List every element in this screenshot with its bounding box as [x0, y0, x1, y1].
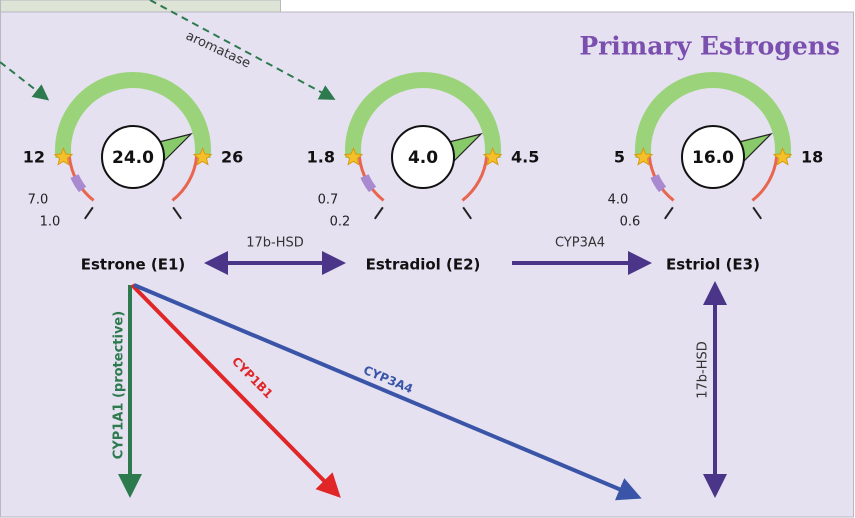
end-tick — [462, 206, 472, 220]
end-tick — [752, 206, 762, 220]
green-arc — [635, 72, 791, 159]
cyp3a4-arrow — [133, 283, 642, 501]
aromatase-arrow — [149, 0, 336, 100]
end-tick — [664, 206, 674, 220]
purple-segment — [650, 174, 667, 193]
e3-hsd-label: 17b-HSD — [696, 341, 711, 399]
high-label: 26 — [221, 148, 243, 167]
low-label: 12 — [23, 148, 45, 167]
value-circle — [101, 125, 165, 189]
low-label: 1.8 — [307, 148, 335, 167]
hormone-name: Estriol (E3) — [666, 256, 760, 274]
min-low-label: 1.0 — [40, 215, 61, 230]
e1-e2-label: 17b-HSD — [246, 236, 304, 251]
green-arc — [55, 72, 211, 159]
red-arc — [461, 156, 489, 202]
hormone-name: Estrone (E1) — [81, 256, 186, 274]
purple-segment — [70, 174, 87, 193]
end-tick — [374, 206, 384, 220]
value-circle — [391, 125, 455, 189]
star — [772, 147, 793, 166]
gauge-value: 4.0 — [408, 148, 438, 168]
star — [53, 147, 74, 166]
star — [192, 147, 213, 166]
end-tick — [172, 206, 182, 220]
gauge-value: 16.0 — [692, 148, 734, 168]
hormone-name: Estradiol (E2) — [366, 256, 481, 274]
purple-segment — [360, 174, 377, 193]
min-low-label: 0.6 — [620, 215, 641, 230]
aromatase-arrow — [0, 61, 50, 101]
star — [633, 147, 654, 166]
cyp1a1-label: CYP1A1 (protective) — [112, 311, 127, 459]
green-arc — [345, 72, 501, 159]
min-low-label: 0.2 — [330, 215, 351, 230]
red-arc — [171, 156, 199, 202]
gauges: 24.0 12 26 7.0 1.0 Estrone (E1) 4.0 1.8 4.5 0.7 0.… — [23, 72, 823, 274]
red-arc — [751, 156, 779, 202]
min-high-label: 0.7 — [318, 193, 339, 208]
value-circle — [681, 125, 745, 189]
cyp1b1-arrow — [130, 283, 341, 498]
low-label: 5 — [614, 148, 625, 167]
e2-e3-label: CYP3A4 — [555, 236, 605, 251]
min-high-label: 7.0 — [28, 193, 49, 208]
gauge-value: 24.0 — [112, 148, 154, 168]
high-label: 18 — [801, 148, 823, 167]
title: Primary Estrogens — [579, 32, 840, 61]
high-label: 4.5 — [511, 148, 539, 167]
star — [482, 147, 503, 166]
end-tick — [84, 206, 94, 220]
top-strip — [0, 0, 281, 13]
min-high-label: 4.0 — [608, 193, 629, 208]
star — [343, 147, 364, 166]
